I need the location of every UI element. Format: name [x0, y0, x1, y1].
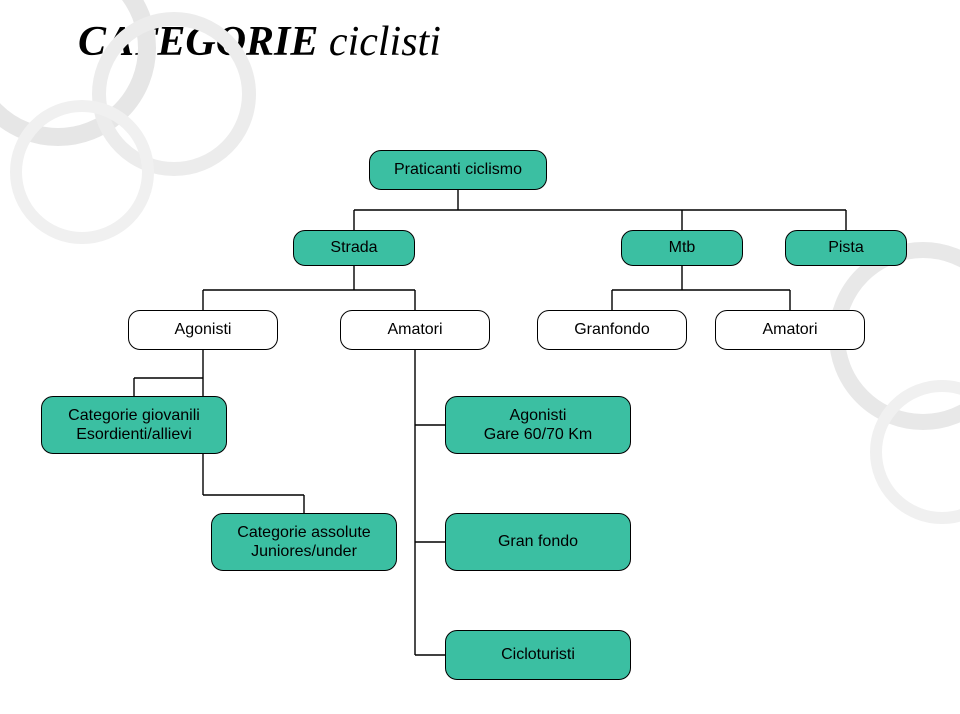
node-catgiov: Categorie giovaniliEsordienti/allievi	[41, 396, 227, 454]
title-rest: ciclisti	[318, 19, 440, 65]
node-amatori1: Amatori	[340, 310, 490, 350]
node-strada: Strada	[293, 230, 415, 266]
node-agogare: AgonistiGare 60/70 Km	[445, 396, 631, 454]
bg-circle	[10, 100, 154, 244]
node-agonisti: Agonisti	[128, 310, 278, 350]
node-root: Praticanti ciclismo	[369, 150, 547, 190]
node-granf2: Gran fondo	[445, 513, 631, 571]
node-pista: Pista	[785, 230, 907, 266]
node-ciclo: Cicloturisti	[445, 630, 631, 680]
node-mtb: Mtb	[621, 230, 743, 266]
node-catass: Categorie assoluteJuniores/under	[211, 513, 397, 571]
node-granfondo: Granfondo	[537, 310, 687, 350]
node-amatori2: Amatori	[715, 310, 865, 350]
